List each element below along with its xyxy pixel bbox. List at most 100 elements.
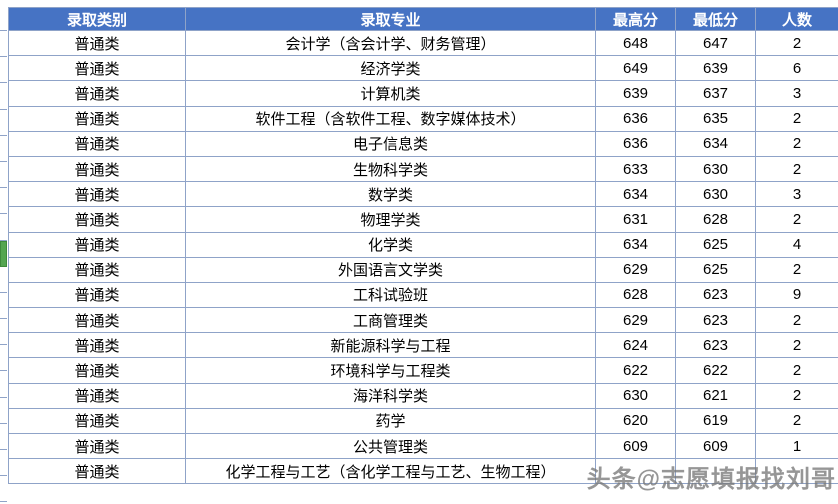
cell-max-score: 634 bbox=[595, 181, 676, 208]
selection-marker bbox=[0, 240, 7, 267]
strip-cell bbox=[0, 214, 7, 241]
cell-major: 公共管理类 bbox=[185, 432, 596, 460]
table-row: 普通类 软件工程（含软件工程、数字媒体技术） 636 635 2 bbox=[8, 105, 838, 132]
row-strip bbox=[0, 7, 8, 503]
strip-cell bbox=[0, 319, 7, 346]
table-header: 录取类别 录取专业 最高分 最低分 人数 bbox=[8, 7, 838, 31]
cell-min-score bbox=[675, 458, 756, 485]
cell-min-score: 635 bbox=[675, 105, 756, 132]
cell-max-score: 620 bbox=[595, 407, 676, 435]
cell-major: 工科试验班 bbox=[185, 281, 596, 309]
table-row: 普通类 电子信息类 636 634 2 bbox=[8, 130, 838, 157]
cell-category: 普通类 bbox=[8, 432, 186, 460]
cell-min-score: 639 bbox=[675, 55, 756, 82]
cell-count bbox=[755, 458, 838, 485]
cell-min-score: 637 bbox=[675, 80, 756, 107]
table-row: 普通类 新能源科学与工程 624 623 2 bbox=[8, 332, 838, 359]
admission-score-table: 录取类别 录取专业 最高分 最低分 人数 普通类 会计学（含会计学、财务管理） 64… bbox=[8, 7, 838, 485]
table-row: 普通类 化学类 634 625 4 bbox=[8, 231, 838, 258]
cell-category: 普通类 bbox=[8, 256, 186, 283]
cell-category: 普通类 bbox=[8, 357, 186, 384]
cell-min-score: 630 bbox=[675, 155, 756, 183]
column-header-max-score: 最高分 bbox=[595, 7, 676, 31]
cell-min-score: 634 bbox=[675, 130, 756, 157]
table-row: 普通类 海洋科学类 630 621 2 bbox=[8, 382, 838, 409]
cell-major: 电子信息类 bbox=[185, 130, 596, 157]
cell-max-score: 634 bbox=[595, 231, 676, 258]
strip-cell bbox=[0, 398, 7, 424]
table-row: 普通类 药学 620 619 2 bbox=[8, 407, 838, 435]
cell-min-score: 621 bbox=[675, 382, 756, 409]
strip-cell bbox=[0, 7, 7, 31]
table-row: 普通类 会计学（含会计学、财务管理） 648 647 2 bbox=[8, 29, 838, 57]
cell-major: 数学类 bbox=[185, 181, 596, 208]
table-row: 普通类 经济学类 649 639 6 bbox=[8, 55, 838, 82]
cell-major: 生物科学类 bbox=[185, 155, 596, 183]
column-header-major: 录取专业 bbox=[185, 7, 596, 31]
table-row: 普通类 计算机类 639 637 3 bbox=[8, 80, 838, 107]
table-row: 普通类 生物科学类 633 630 2 bbox=[8, 155, 838, 183]
cell-category: 普通类 bbox=[8, 206, 186, 233]
cell-count: 2 bbox=[755, 407, 838, 435]
cell-min-score: 628 bbox=[675, 206, 756, 233]
cell-count: 2 bbox=[755, 307, 838, 334]
cell-category: 普通类 bbox=[8, 458, 186, 485]
strip-cell bbox=[0, 57, 7, 84]
cell-category: 普通类 bbox=[8, 80, 186, 107]
cell-major: 海洋科学类 bbox=[185, 382, 596, 409]
cell-count: 2 bbox=[755, 256, 838, 283]
cell-category: 普通类 bbox=[8, 29, 186, 57]
cell-major: 经济学类 bbox=[185, 55, 596, 82]
cell-major: 环境科学与工程类 bbox=[185, 357, 596, 384]
cell-max-score: 633 bbox=[595, 155, 676, 183]
cell-major: 计算机类 bbox=[185, 80, 596, 107]
cell-count: 2 bbox=[755, 206, 838, 233]
score-table-container: 录取类别 录取专业 最高分 最低分 人数 普通类 会计学（含会计学、财务管理） 64… bbox=[8, 7, 838, 485]
table-row: 普通类 化学工程与工艺（含化学工程与工艺、生物工程） bbox=[8, 458, 838, 485]
cell-max-score: 649 bbox=[595, 55, 676, 82]
table-row: 普通类 物理学类 631 628 2 bbox=[8, 206, 838, 233]
column-header-count: 人数 bbox=[755, 7, 838, 31]
column-header-min-score: 最低分 bbox=[675, 7, 756, 31]
strip-cell bbox=[0, 188, 7, 215]
cell-count: 2 bbox=[755, 105, 838, 132]
cell-category: 普通类 bbox=[8, 332, 186, 359]
strip-cell bbox=[0, 476, 7, 503]
cell-category: 普通类 bbox=[8, 130, 186, 157]
cell-max-score: 636 bbox=[595, 130, 676, 157]
table-body: 普通类 会计学（含会计学、财务管理） 648 647 2 普通类 经济学类 649 639 6 普通… bbox=[8, 29, 838, 485]
header-row: 录取类别 录取专业 最高分 最低分 人数 bbox=[8, 7, 838, 31]
strip-cell bbox=[0, 450, 7, 477]
strip-cell bbox=[0, 267, 7, 293]
cell-count: 2 bbox=[755, 332, 838, 359]
cell-min-score: 619 bbox=[675, 407, 756, 435]
strip-cell bbox=[0, 293, 7, 320]
cell-category: 普通类 bbox=[8, 155, 186, 183]
cell-category: 普通类 bbox=[8, 105, 186, 132]
cell-major: 外国语言文学类 bbox=[185, 256, 596, 283]
cell-max-score: 648 bbox=[595, 29, 676, 57]
strip-cell bbox=[0, 424, 7, 450]
strip-cell bbox=[0, 31, 7, 58]
cell-count: 2 bbox=[755, 155, 838, 183]
cell-major: 软件工程（含软件工程、数字媒体技术） bbox=[185, 105, 596, 132]
cell-max-score: 628 bbox=[595, 281, 676, 309]
cell-max-score: 631 bbox=[595, 206, 676, 233]
cell-major: 会计学（含会计学、财务管理） bbox=[185, 29, 596, 57]
cell-major: 化学类 bbox=[185, 231, 596, 258]
cell-major: 新能源科学与工程 bbox=[185, 332, 596, 359]
strip-cell bbox=[0, 110, 7, 136]
cell-min-score: 622 bbox=[675, 357, 756, 384]
cell-count: 2 bbox=[755, 382, 838, 409]
cell-max-score bbox=[595, 458, 676, 485]
table-row: 普通类 工科试验班 628 623 9 bbox=[8, 281, 838, 309]
cell-category: 普通类 bbox=[8, 382, 186, 409]
cell-max-score: 639 bbox=[595, 80, 676, 107]
cell-category: 普通类 bbox=[8, 55, 186, 82]
column-header-category: 录取类别 bbox=[8, 7, 186, 31]
cell-max-score: 609 bbox=[595, 432, 676, 460]
cell-count: 9 bbox=[755, 281, 838, 309]
strip-cell bbox=[0, 345, 7, 372]
cell-max-score: 624 bbox=[595, 332, 676, 359]
cell-category: 普通类 bbox=[8, 281, 186, 309]
